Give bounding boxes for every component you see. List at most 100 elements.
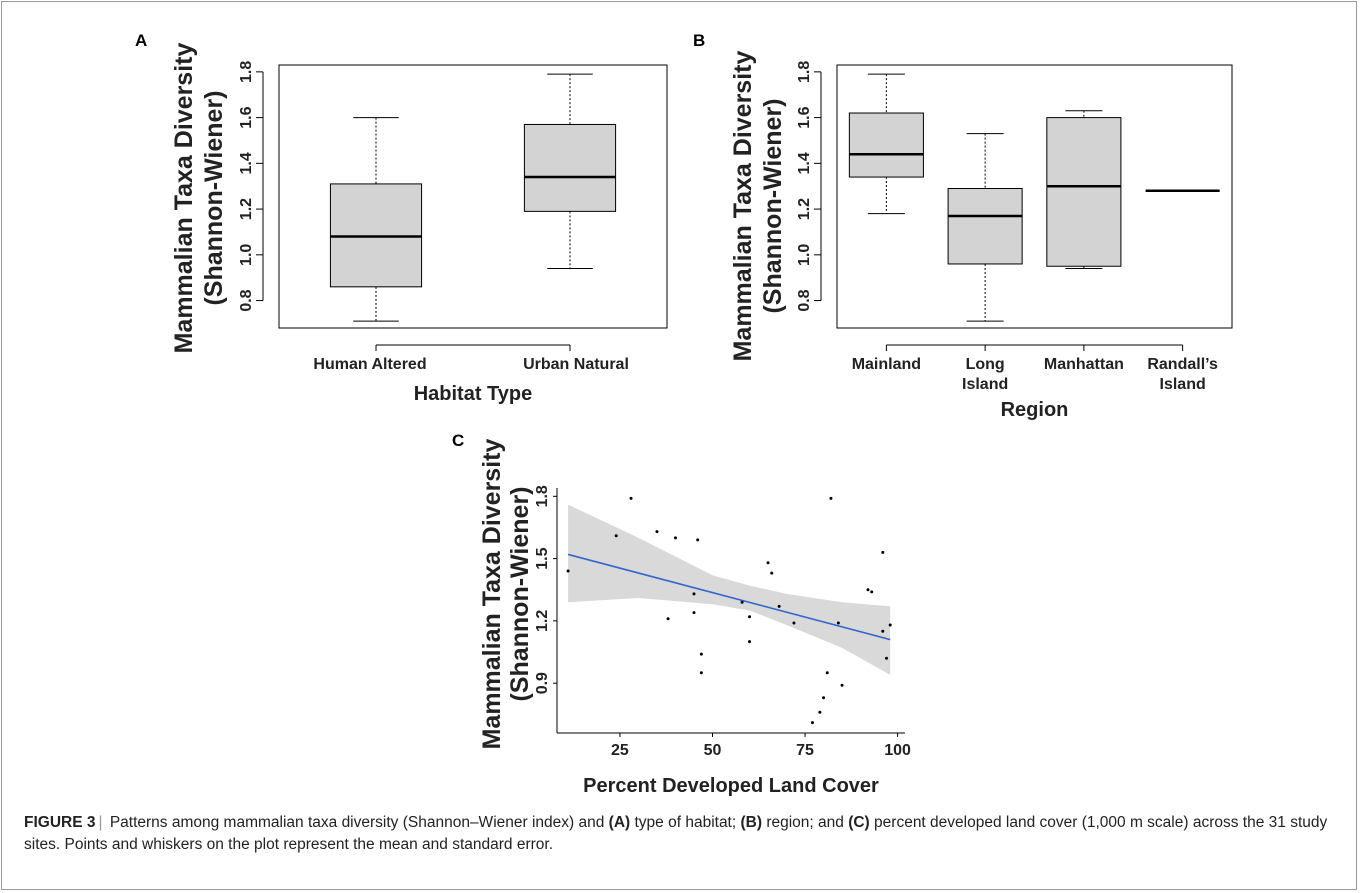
caption-body: Patterns among mammalian taxa diversity … [24, 814, 1327, 853]
data-point [566, 569, 570, 573]
caption-label: FIGURE 3 [24, 814, 96, 831]
data-point [692, 611, 696, 615]
caption-part: (A) [608, 814, 631, 831]
data-point [810, 721, 814, 725]
data-point [888, 623, 892, 627]
x-axis-title: Percent Developed Land Cover [583, 775, 879, 797]
box-2 [523, 73, 617, 270]
data-point [614, 534, 618, 538]
y-tick-label: 1.2 [534, 610, 551, 632]
confidence-band [568, 504, 891, 675]
panel-a: A 0.8 1.0 1.2 1.4 1.6 1.8 Mammalian Taxa Divers… [135, 31, 668, 405]
data-point [881, 629, 885, 633]
x-axis-title: Habitat Type [414, 383, 533, 405]
caption-part: (C) [848, 814, 870, 831]
data-point [673, 536, 677, 540]
y-tick-label: 0.8 [238, 289, 255, 311]
y-tick-label: 0.8 [796, 289, 813, 311]
panel-letter: A [135, 31, 147, 50]
y-axis-title: Mammalian Taxa Diversity [478, 439, 506, 750]
panel-b: B 0.8 1.0 1.2 1.4 1.6 1.8 Mammalian Taxa Divers… [693, 31, 1233, 421]
data-point [696, 538, 700, 542]
y-tick-label: 1.2 [796, 198, 813, 220]
data-point [840, 683, 844, 687]
y-tick-label: 1.0 [238, 244, 255, 266]
data-point [870, 590, 874, 594]
data-point [818, 710, 822, 714]
data-point [825, 671, 829, 675]
caption-part: region; and [762, 814, 849, 831]
x-tick-label: Human Altered [313, 356, 426, 373]
figure-caption: FIGURE 3 | Patterns among mammalian taxa … [24, 812, 1342, 856]
data-point [770, 571, 774, 575]
data-point [822, 696, 826, 700]
x-tick-label: Mainland [852, 356, 921, 373]
panel-letter: C [452, 431, 464, 450]
caption-separator: | [98, 814, 103, 831]
data-point [866, 588, 870, 592]
y-tick-label: 1.6 [796, 106, 813, 128]
iqr-box [1046, 117, 1122, 267]
iqr-box [523, 123, 617, 212]
data-point [740, 600, 744, 604]
y-tick-label: 1.2 [238, 198, 255, 220]
data-point [666, 617, 670, 621]
iqr-box [848, 112, 924, 178]
x-tick-label: 100 [884, 742, 911, 759]
data-point [699, 652, 703, 656]
panel-letter: B [693, 31, 705, 50]
x-tick-label: Long [966, 356, 1005, 373]
caption-part: (B) [740, 814, 763, 831]
panel-c: C 0.9 1.2 1.5 1.8 25 50 75 100 Mammalian Taxa Div… [452, 431, 911, 797]
y-tick-label: 1.5 [534, 547, 551, 569]
y-tick-label: 1.8 [796, 61, 813, 83]
trend-line [567, 553, 891, 641]
y-tick-label: 0.9 [534, 672, 551, 694]
x-tick-label: 25 [611, 742, 629, 759]
x-tick-label: Urban Natural [523, 356, 629, 373]
data-point [777, 604, 781, 608]
data-point [884, 656, 888, 660]
data-point [881, 550, 885, 554]
x-tick-label: Island [1160, 376, 1206, 393]
x-tick-label: Island [962, 376, 1008, 393]
data-point [748, 615, 752, 619]
iqr-box [947, 187, 1023, 265]
y-tick-label: 1.8 [238, 61, 255, 83]
data-point [792, 621, 796, 625]
x-tick-label: 50 [704, 742, 722, 759]
box-1 [329, 117, 423, 322]
data-point [748, 640, 752, 644]
x-tick-label: Randall’s [1147, 356, 1218, 373]
y-tick-label: 1.6 [238, 106, 255, 128]
x-tick-label: 75 [796, 742, 814, 759]
y-axis-title: Mammalian Taxa Diversity [170, 43, 198, 354]
x-axis-title: Region [1001, 399, 1069, 421]
caption-part: Patterns among mammalian taxa diversity … [105, 814, 609, 831]
box-2 [947, 133, 1023, 322]
caption-part: percent developed land cover (1,000 m sc… [24, 814, 1328, 853]
box-1 [848, 73, 924, 215]
y-axis-subtitle: (Shannon-Wiener) [759, 98, 787, 313]
y-tick-label: 1.0 [796, 244, 813, 266]
data-point [629, 496, 633, 500]
caption-part: type of habitat; [630, 814, 741, 831]
data-point [836, 621, 840, 625]
x-tick-label: Manhattan [1044, 356, 1124, 373]
y-axis-subtitle: (Shannon-Wiener) [200, 90, 228, 305]
plot-frame [278, 64, 668, 329]
box-3 [1046, 110, 1122, 270]
y-axis-title: Mammalian Taxa Diversity [729, 51, 757, 362]
data-point [829, 496, 833, 500]
y-tick-label: 1.4 [796, 152, 813, 174]
data-point [699, 671, 703, 675]
data-point [766, 561, 770, 565]
data-point [692, 592, 696, 596]
data-point [655, 530, 659, 534]
y-tick-label: 1.4 [238, 152, 255, 174]
y-axis-subtitle: (Shannon-Wiener) [506, 486, 534, 701]
y-tick-label: 1.8 [534, 485, 551, 507]
figure-canvas: A 0.8 1.0 1.2 1.4 1.6 1.8 Mammalian Taxa Divers… [135, 31, 1233, 797]
plot-frame [836, 64, 1233, 329]
